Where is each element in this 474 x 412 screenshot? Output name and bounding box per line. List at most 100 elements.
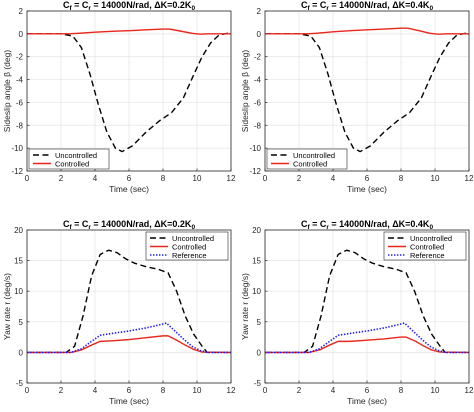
- title-subscript: r: [326, 5, 329, 12]
- axes-box: [264, 10, 470, 172]
- title-text: = 14000N/rad, ΔK=0.2K: [91, 0, 192, 10]
- chart-title: Cf = Cr = 14000N/rad, ΔK=0.2K0: [63, 0, 196, 12]
- title-text: = C: [72, 0, 89, 10]
- series-line-controlled: [27, 335, 231, 354]
- x-axis-label: Time (sec): [109, 396, 149, 406]
- axes-box: [26, 229, 232, 384]
- y-tick-label: -6: [254, 98, 262, 107]
- series-line-reference: [27, 322, 231, 354]
- x-tick-label: 0: [263, 386, 268, 395]
- series-line-controlled: [265, 27, 469, 35]
- y-tick-label: -12: [249, 167, 261, 176]
- axes-box: [26, 10, 232, 172]
- title-text: = 14000N/rad, ΔK=0.4K: [329, 0, 430, 10]
- title-subscript: 0: [429, 5, 433, 12]
- title-text: = C: [310, 219, 327, 229]
- y-tick-label: -4: [16, 76, 24, 85]
- y-tick-label: -10: [249, 144, 261, 153]
- x-tick-label: 0: [263, 174, 268, 183]
- title-subscript: 0: [191, 5, 195, 12]
- x-tick-label: 10: [431, 386, 440, 395]
- title-text: = 14000N/rad, ΔK=0.2K: [91, 219, 192, 229]
- y-axis-label: Sideslip angle β (deg): [2, 50, 12, 133]
- legend-label: Uncontrolled: [55, 151, 97, 160]
- y-tick-label: -10: [11, 144, 23, 153]
- x-axis-label: Time (sec): [347, 396, 387, 406]
- x-axis-label: Time (sec): [109, 184, 149, 194]
- y-tick-label: 20: [252, 226, 261, 235]
- title-subscript: f: [307, 224, 310, 231]
- axes-box: [264, 229, 470, 384]
- y-tick-label: 2: [19, 7, 24, 16]
- legend-label: Uncontrolled: [293, 151, 335, 160]
- title-subscript: f: [69, 5, 72, 12]
- series-line-uncontrolled: [265, 32, 469, 153]
- x-tick-label: 12: [227, 386, 236, 395]
- x-tick-label: 0: [25, 174, 30, 183]
- x-tick-label: 4: [331, 174, 336, 183]
- legend-label: Controlled: [55, 159, 89, 168]
- y-tick-label: -4: [254, 76, 262, 85]
- x-tick-label: 6: [365, 386, 370, 395]
- legend-label: Uncontrolled: [172, 234, 214, 243]
- legend-label: Reference: [410, 251, 445, 260]
- x-tick-label: 8: [161, 386, 166, 395]
- y-tick-label: 0: [257, 30, 262, 39]
- x-tick-label: 8: [399, 174, 404, 183]
- title-text: C: [63, 0, 70, 10]
- x-tick-label: 10: [193, 174, 202, 183]
- x-tick-label: 12: [465, 174, 474, 183]
- x-tick-label: 4: [93, 174, 98, 183]
- x-tick-label: 10: [431, 174, 440, 183]
- y-tick-label: 0: [19, 348, 24, 357]
- title-subscript: r: [326, 224, 329, 231]
- legend-label: Controlled: [172, 242, 206, 251]
- x-axis-label: Time (sec): [347, 184, 387, 194]
- chart-panel-2: 0 2 4 6 8 10 12 2 0 -2 -4 -6 -8 -10 -12 Time (sec) Sides…: [240, 0, 474, 194]
- y-tick-label: 2: [257, 7, 262, 16]
- title-subscript: f: [69, 224, 72, 231]
- x-tick-label: 2: [59, 174, 64, 183]
- legend-label: Controlled: [293, 159, 327, 168]
- y-tick-label: 10: [252, 287, 261, 296]
- y-tick-label: -12: [11, 167, 23, 176]
- y-tick-label: 15: [252, 257, 261, 266]
- y-tick-label: 0: [19, 30, 24, 39]
- series-line-uncontrolled: [265, 249, 469, 354]
- x-tick-label: 2: [297, 386, 302, 395]
- series-line-reference: [265, 322, 469, 354]
- y-tick-label: -2: [254, 53, 262, 62]
- chart-title: Cf = Cr = 14000N/rad, ΔK=0.4K0: [301, 0, 434, 12]
- y-tick-label: -8: [254, 121, 262, 130]
- legend-label: Reference: [172, 251, 207, 260]
- series-line-uncontrolled: [27, 32, 231, 153]
- x-tick-label: 2: [297, 174, 302, 183]
- x-tick-label: 6: [365, 174, 370, 183]
- series-line-controlled: [265, 336, 469, 354]
- title-subscript: r: [88, 5, 91, 12]
- x-tick-label: 6: [127, 386, 132, 395]
- x-tick-label: 2: [59, 386, 64, 395]
- legend-label: Uncontrolled: [410, 234, 452, 243]
- y-tick-label: -8: [16, 121, 24, 130]
- x-tick-label: 12: [465, 386, 474, 395]
- title-text: C: [301, 0, 308, 10]
- y-tick-label: 0: [257, 348, 262, 357]
- y-tick-label: 20: [14, 226, 23, 235]
- title-subscript: f: [307, 5, 310, 12]
- title-text: C: [301, 219, 308, 229]
- title-text: = C: [310, 0, 327, 10]
- y-tick-label: 5: [19, 318, 24, 327]
- x-tick-label: 12: [227, 174, 236, 183]
- x-tick-label: 10: [193, 386, 202, 395]
- y-axis-label: Sideslip angle β (deg): [240, 50, 250, 133]
- y-tick-label: 10: [14, 287, 23, 296]
- x-tick-label: 0: [25, 386, 30, 395]
- series-line-controlled: [27, 28, 231, 35]
- y-tick-label: -2: [16, 53, 24, 62]
